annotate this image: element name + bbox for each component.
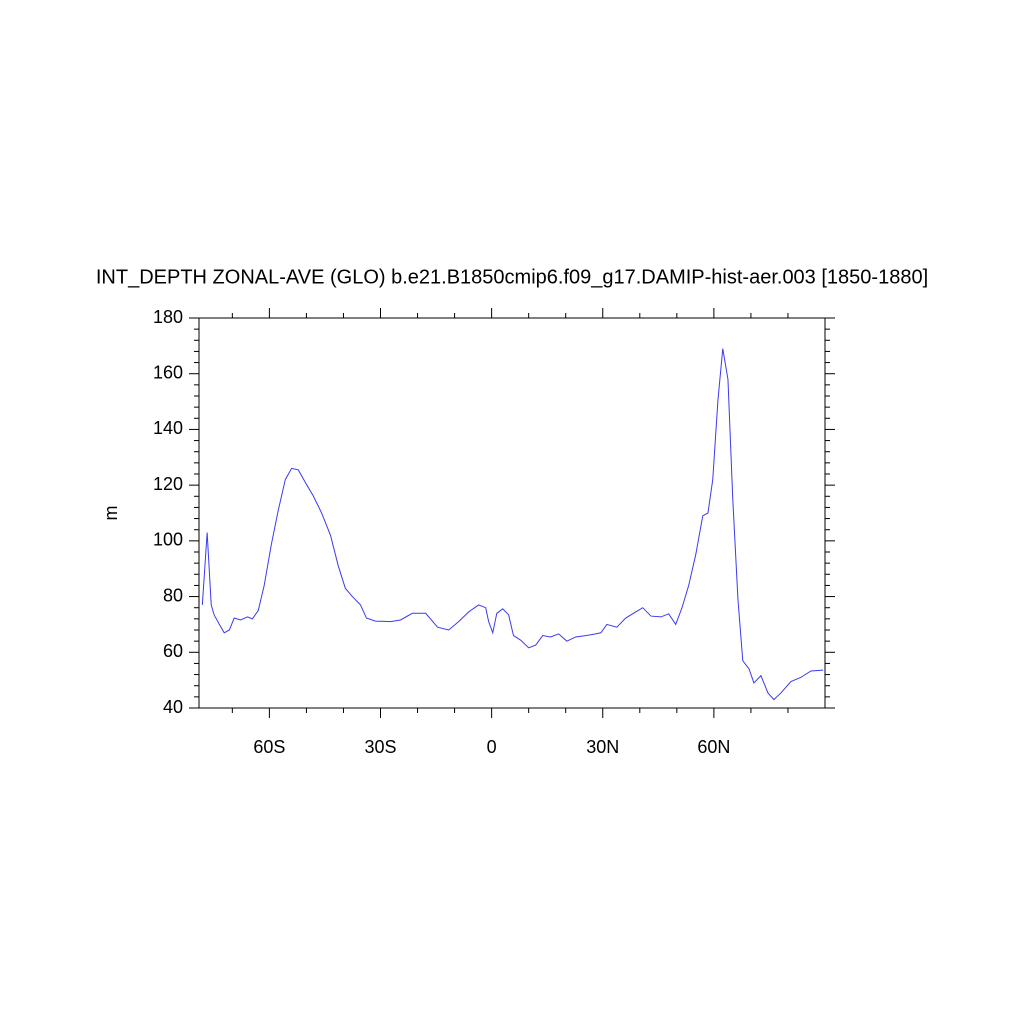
x-tick-label: 30S <box>364 737 396 757</box>
x-tick-label: 30N <box>586 737 619 757</box>
x-tick-label: 60S <box>253 737 285 757</box>
y-tick-label: 180 <box>153 307 183 327</box>
y-tick-label: 160 <box>153 362 183 382</box>
y-tick-label: 140 <box>153 418 183 438</box>
x-tick-label: 60N <box>697 737 730 757</box>
y-tick-label: 120 <box>153 474 183 494</box>
y-tick-label: 60 <box>163 641 183 661</box>
data-line <box>201 348 824 701</box>
y-axis-label: m <box>101 506 121 521</box>
y-tick-label: 80 <box>163 585 183 605</box>
y-tick-label: 40 <box>163 697 183 717</box>
chart-title: INT_DEPTH ZONAL-AVE (GLO) b.e21.B1850cmi… <box>96 266 928 288</box>
x-tick-label: 0 <box>487 737 497 757</box>
y-tick-label: 100 <box>153 530 183 550</box>
plot-frame <box>198 317 826 709</box>
